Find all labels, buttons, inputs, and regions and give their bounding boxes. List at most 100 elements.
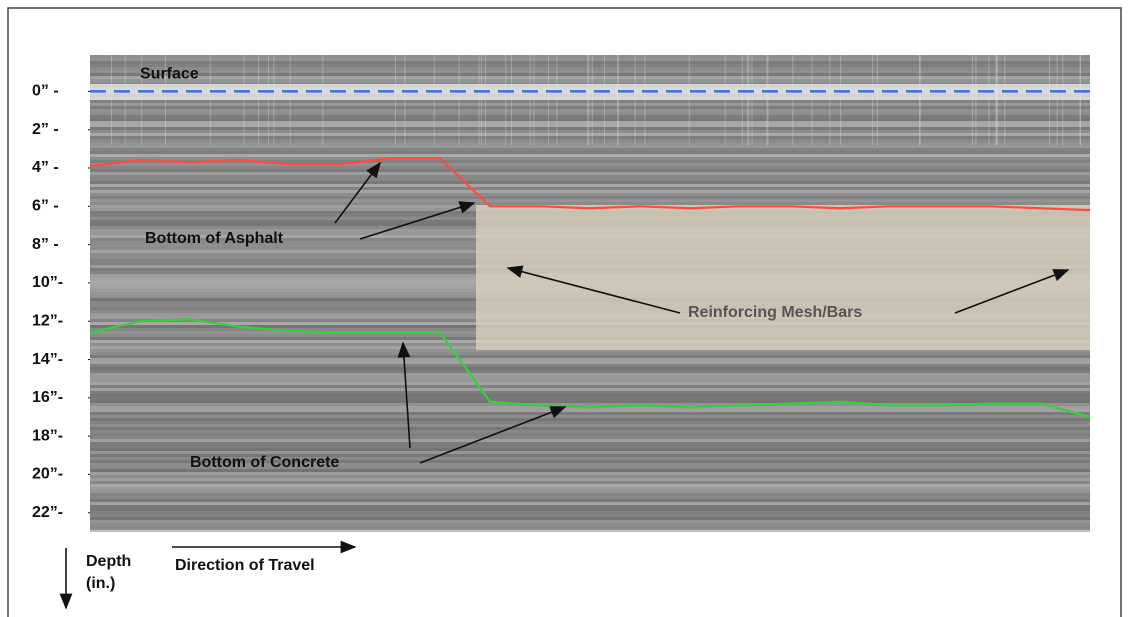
texture-band	[90, 430, 1090, 433]
texture-band	[90, 352, 1090, 355]
texture-band	[90, 484, 1090, 487]
texture-band	[90, 493, 1090, 496]
texture-band	[90, 508, 1090, 511]
arrow	[334, 161, 381, 224]
y-tick-label: 22”-	[32, 504, 63, 521]
texture-band	[90, 358, 1090, 361]
depth-line	[89, 157, 1091, 212]
y-tick-label: 18”-	[32, 427, 63, 444]
texture-band	[90, 517, 1090, 520]
y-tick-label: 12”-	[32, 312, 63, 329]
texture-band	[90, 67, 1090, 70]
y-tick-label: 2” -	[32, 121, 59, 138]
texture-band	[90, 73, 1090, 76]
annotation: Bottom of Concrete	[190, 454, 339, 471]
texture-band	[90, 103, 1090, 106]
depth-line	[89, 318, 1091, 419]
texture-band	[90, 403, 1090, 406]
texture-band	[90, 397, 1090, 400]
texture-band	[90, 58, 1090, 61]
texture-band	[90, 409, 1090, 412]
texture-band	[90, 367, 1090, 370]
texture-band	[90, 79, 1090, 82]
texture-band	[90, 478, 1090, 481]
texture-band	[90, 70, 1090, 73]
texture-band	[90, 82, 1090, 85]
texture-band	[90, 121, 1090, 124]
texture-band	[90, 193, 1090, 196]
texture-band	[90, 169, 1090, 172]
texture-band	[90, 499, 1090, 502]
texture-band	[90, 118, 1090, 121]
texture-band	[90, 472, 1090, 475]
texture-band	[90, 505, 1090, 508]
texture-band	[90, 130, 1090, 133]
texture-band	[90, 379, 1090, 382]
texture-band	[90, 376, 1090, 379]
plot-area	[90, 55, 1090, 532]
texture-band	[90, 139, 1090, 142]
texture-band	[90, 442, 1090, 445]
texture-band	[90, 136, 1090, 139]
texture-band	[90, 112, 1090, 115]
texture-band	[90, 496, 1090, 499]
texture-band	[90, 142, 1090, 145]
x-axis-label: Direction of Travel	[175, 557, 315, 574]
texture-band	[90, 199, 1090, 202]
texture-band	[90, 481, 1090, 484]
texture-band	[90, 451, 1090, 454]
texture-band	[90, 190, 1090, 193]
texture-band	[90, 181, 1090, 184]
texture-band	[90, 454, 1090, 457]
texture-band	[90, 394, 1090, 397]
y-tick-label: 0” -	[32, 83, 59, 100]
texture-band	[90, 460, 1090, 463]
texture-band	[90, 106, 1090, 109]
texture-band	[90, 466, 1090, 469]
texture-band	[90, 523, 1090, 526]
y-tick-label: 4” -	[32, 159, 59, 176]
y-tick-label: 14”-	[32, 351, 63, 368]
frame	[7, 7, 1122, 617]
mesh-region	[476, 205, 1090, 350]
texture-band	[90, 436, 1090, 439]
texture-band	[90, 61, 1090, 64]
texture-band	[90, 439, 1090, 442]
texture-band	[90, 76, 1090, 79]
y-tick-label: 6” -	[32, 198, 59, 215]
texture-band	[90, 514, 1090, 517]
texture-band	[90, 196, 1090, 199]
texture-band	[90, 388, 1090, 391]
arrow	[397, 341, 411, 449]
texture-band	[90, 133, 1090, 136]
texture-band	[90, 373, 1090, 376]
annotation: Reinforcing Mesh/Bars	[688, 304, 862, 321]
texture-band	[90, 463, 1090, 466]
texture-band	[90, 529, 1090, 532]
texture-band	[90, 172, 1090, 175]
texture-band	[90, 160, 1090, 163]
texture-band	[90, 157, 1090, 160]
y-tick-label: 10”-	[32, 274, 63, 291]
arrow	[506, 265, 681, 314]
texture-band	[90, 202, 1090, 205]
texture-band	[90, 490, 1090, 493]
marks: 0” - 2” - 4” - 6” - 8” - 10”- 12”- 14”- 16”- 18”-…	[32, 66, 1091, 521]
texture-band	[90, 349, 1090, 352]
texture-band	[90, 127, 1090, 130]
texture-band	[90, 421, 1090, 424]
texture-band	[90, 502, 1090, 505]
texture-band	[90, 475, 1090, 478]
texture-band	[90, 175, 1090, 178]
texture-band	[90, 163, 1090, 166]
texture-band	[90, 400, 1090, 403]
texture-band	[90, 187, 1090, 190]
texture-band	[90, 520, 1090, 523]
texture-band	[90, 370, 1090, 373]
texture-band	[90, 115, 1090, 118]
texture-band	[90, 511, 1090, 514]
texture-band	[90, 487, 1090, 490]
texture-band	[90, 178, 1090, 181]
arrow	[419, 406, 567, 464]
y-tick-label: 8” -	[32, 236, 59, 253]
